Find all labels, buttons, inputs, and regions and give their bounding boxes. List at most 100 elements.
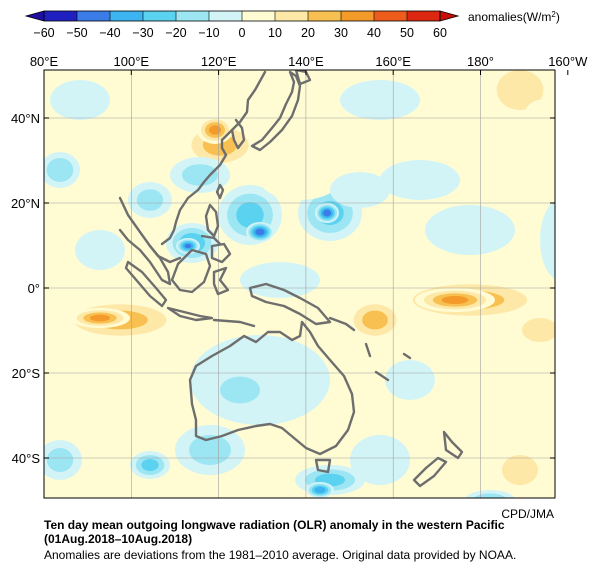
- map-frame: [43, 69, 556, 499]
- colorbar-bin: [374, 11, 408, 21]
- anomaly-contour: [350, 435, 410, 485]
- anomaly-contour: [46, 158, 74, 182]
- anomaly-field: [44, 70, 555, 498]
- colorbar-bin: [407, 11, 441, 21]
- credit-text: CPD/JMA: [501, 507, 554, 521]
- colorbar-bin: [308, 11, 342, 21]
- colorbar-tick-label: 0: [239, 26, 246, 40]
- coast-indochina: [118, 196, 172, 286]
- lon-label: 120°E: [201, 54, 237, 69]
- anomaly-contour: [340, 80, 420, 120]
- anomaly-contour: [136, 189, 164, 211]
- colorbar-tick-label: 40: [367, 26, 381, 40]
- anomaly-contour: [362, 310, 388, 330]
- colorbar-tick-label: −10: [198, 26, 219, 40]
- coast-japan: [250, 70, 302, 152]
- anomaly-contour: [465, 330, 535, 390]
- anomaly-contour: [380, 160, 460, 200]
- anomaly-contour: [385, 360, 435, 400]
- coast-nz-north: [442, 430, 464, 460]
- anomaly-contour: [522, 318, 555, 342]
- anomaly-contour: [520, 100, 555, 160]
- colorbar-bin: [110, 11, 144, 21]
- anomaly-contour: [182, 164, 218, 186]
- lat-label: 20°S: [12, 366, 41, 381]
- colorbar-bin: [44, 11, 78, 21]
- colorbar-bin: [209, 11, 243, 21]
- lon-label: 140°E: [288, 54, 324, 69]
- graticule: [44, 70, 555, 498]
- colorbar-bin: [275, 11, 309, 21]
- lat-label: 40°N: [11, 111, 40, 126]
- colorbar: −60 −50 −40 −30 −20 −10 0 10 20 30 40 50 60 anomalie…: [24, 10, 560, 40]
- anomaly-contour: [425, 205, 515, 255]
- lon-label: 160°W: [548, 54, 588, 69]
- anomaly-contour: [330, 172, 390, 208]
- anomaly-contour: [189, 435, 231, 465]
- anomaly-contour: [540, 201, 555, 279]
- lat-label: 20°N: [11, 196, 40, 211]
- anomaly-contour: [502, 455, 538, 485]
- colorbar-tick-label: 20: [301, 26, 315, 40]
- colorbar-tick-label: 30: [334, 26, 348, 40]
- coast-hokkaido: [294, 70, 312, 86]
- anomaly-contour: [184, 243, 192, 249]
- anomaly-contour: [46, 448, 74, 472]
- colorbar-tick-label: 60: [433, 26, 447, 40]
- anomaly-contour: [260, 160, 340, 200]
- anomaly-contour: [441, 296, 469, 304]
- lat-label: 0°: [28, 281, 40, 296]
- colorbar-tick-label: 10: [268, 26, 282, 40]
- anomaly-contour: [496, 70, 544, 110]
- coast-vanuatu: [364, 342, 372, 358]
- colorbar-tick-label: 50: [400, 26, 414, 40]
- coast-tasmania: [314, 458, 332, 474]
- anomaly-contour: [435, 390, 505, 450]
- coast-sulawesi: [212, 266, 230, 296]
- lat-label: 40°S: [12, 451, 41, 466]
- anomaly-contour: [135, 360, 185, 400]
- coast-new-caledonia: [374, 370, 390, 382]
- colorbar-tick-label: −20: [165, 26, 186, 40]
- coast-visayas: [200, 234, 222, 246]
- colorbar-tick-label: −40: [99, 26, 120, 40]
- coast-australia: [188, 320, 356, 456]
- coast-taiwan: [215, 183, 225, 200]
- coast-lesser-sunda: [212, 318, 256, 328]
- anomaly-contour: [220, 376, 260, 404]
- coast-gulf-thailand: [148, 244, 182, 264]
- coastlines: [118, 70, 464, 488]
- olr-anomaly-map: 80°E 100°E 120°E 140°E 160°E 180° 160°W 40°N 20°…: [11, 54, 588, 499]
- coast-luzon: [204, 203, 220, 238]
- anomaly-contour: [240, 262, 320, 298]
- coast-new-guinea: [248, 282, 332, 326]
- colorbar-bin: [77, 11, 111, 21]
- anomaly-contour: [141, 459, 159, 471]
- colorbar-bin: [341, 11, 375, 21]
- caption-note: Anomalies are deviations from the 1981–2…: [44, 548, 517, 562]
- anomaly-contour: [50, 80, 110, 120]
- colorbar-tick-label: −30: [132, 26, 153, 40]
- anomaly-contour: [314, 486, 326, 494]
- anomaly-contour: [120, 98, 180, 142]
- colorbar-bin: [143, 11, 177, 21]
- anomaly-contour: [236, 202, 264, 228]
- colorbar-high-arrow: [439, 10, 460, 22]
- caption-period: (01Aug.2018–10Aug.2018): [44, 532, 193, 546]
- colorbar-tick-label: −50: [66, 26, 87, 40]
- coast-nz-south: [412, 456, 448, 488]
- lon-label: 80°E: [30, 54, 59, 69]
- colorbar-bin: [176, 11, 210, 21]
- lon-label: 160°E: [375, 54, 411, 69]
- coast-borneo: [170, 248, 212, 294]
- anomaly-contour: [209, 125, 221, 135]
- anomaly-contour: [55, 355, 125, 405]
- coast-sumatra: [124, 260, 168, 308]
- coast-solomon: [328, 316, 356, 332]
- lon-label: 100°E: [114, 54, 150, 69]
- coast-mindanao: [210, 242, 232, 264]
- coast-java: [166, 306, 214, 322]
- anomaly-contour: [255, 228, 265, 236]
- colorbar-tick-label: −60: [33, 26, 54, 40]
